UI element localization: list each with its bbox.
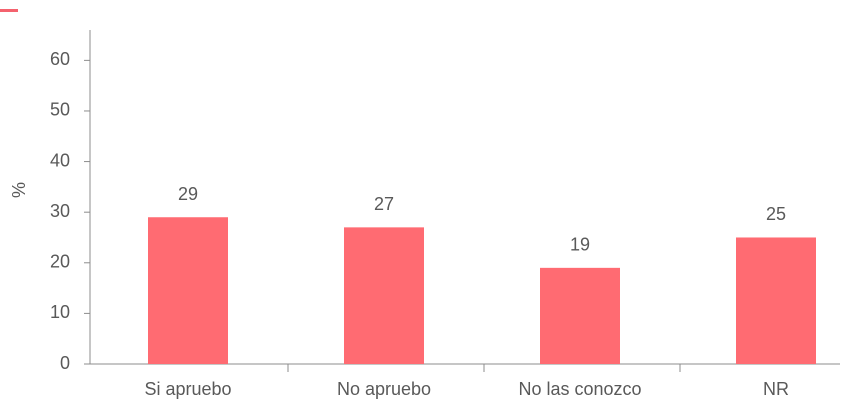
x-tick-label: No apruebo	[337, 379, 431, 399]
data-label: 25	[766, 204, 786, 224]
data-label: 19	[570, 235, 590, 255]
y-tick-label: 50	[50, 100, 70, 120]
accent-dash	[0, 9, 18, 12]
x-tick-label: No las conozco	[518, 379, 641, 399]
bar	[540, 267, 620, 364]
data-label: 27	[374, 194, 394, 214]
y-tick-label: 0	[60, 353, 70, 373]
bar	[344, 227, 424, 364]
data-label: 29	[178, 184, 198, 204]
x-tick-label: NR	[763, 379, 789, 399]
bar	[736, 237, 816, 364]
y-tick-label: 40	[50, 150, 70, 170]
y-tick-label: 60	[50, 49, 70, 69]
y-tick-label: 30	[50, 201, 70, 221]
y-tick-label: 20	[50, 252, 70, 272]
bar	[148, 217, 228, 364]
y-axis-label: %	[9, 182, 29, 198]
y-tick-label: 10	[50, 302, 70, 322]
x-tick-label: Si apruebo	[144, 379, 231, 399]
